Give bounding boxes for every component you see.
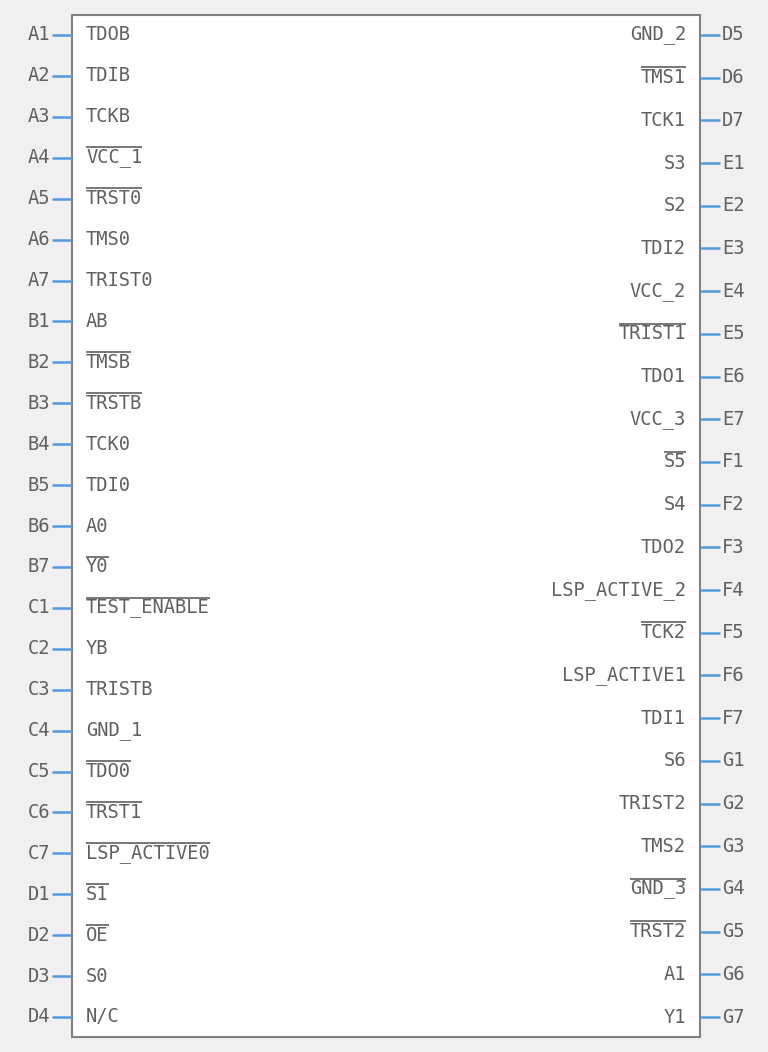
Text: S5: S5 [664, 452, 686, 471]
Text: LSP_ACTIVE1: LSP_ACTIVE1 [562, 666, 686, 685]
Text: E3: E3 [722, 239, 744, 258]
Text: S4: S4 [664, 495, 686, 514]
Text: A6: A6 [28, 230, 50, 249]
Text: D6: D6 [722, 68, 744, 87]
Bar [72, 15, 700, 1037]
Text: E7: E7 [722, 410, 744, 429]
Text: E2: E2 [722, 197, 744, 216]
Text: D5: D5 [722, 25, 744, 44]
Text: A7: A7 [28, 271, 50, 290]
Text: GND_3: GND_3 [630, 879, 686, 898]
Text: TDOB: TDOB [86, 25, 131, 44]
Text: S0: S0 [86, 967, 108, 986]
Text: E6: E6 [722, 367, 744, 386]
Text: G5: G5 [722, 923, 744, 942]
Text: F5: F5 [722, 623, 744, 642]
Text: VCC_2: VCC_2 [630, 282, 686, 301]
Text: A2: A2 [28, 66, 50, 85]
Text: A3: A3 [28, 107, 50, 126]
Text: TCK1: TCK1 [641, 110, 686, 129]
Text: F2: F2 [722, 495, 744, 514]
Text: A1: A1 [28, 25, 50, 44]
Text: VCC_1: VCC_1 [86, 148, 142, 167]
Text: TRST1: TRST1 [86, 803, 142, 822]
Text: F7: F7 [722, 709, 744, 728]
Text: E1: E1 [722, 154, 744, 173]
Text: TDO2: TDO2 [641, 538, 686, 557]
Text: LSP_ACTIVE_2: LSP_ACTIVE_2 [551, 581, 686, 600]
Text: TDI0: TDI0 [86, 476, 131, 494]
Text: Y1: Y1 [664, 1008, 686, 1027]
Text: TRIST0: TRIST0 [86, 271, 154, 290]
Text: S3: S3 [664, 154, 686, 173]
Text: TCK0: TCK0 [86, 434, 131, 453]
Text: TMS0: TMS0 [86, 230, 131, 249]
Text: TRSTB: TRSTB [86, 393, 142, 412]
Text: C1: C1 [28, 599, 50, 618]
Text: D3: D3 [28, 967, 50, 986]
Text: C3: C3 [28, 681, 50, 700]
Text: F3: F3 [722, 538, 744, 557]
Text: D4: D4 [28, 1008, 50, 1027]
Text: S2: S2 [664, 197, 686, 216]
Text: C7: C7 [28, 844, 50, 863]
Text: G2: G2 [722, 794, 744, 813]
Text: TCKB: TCKB [86, 107, 131, 126]
Text: B7: B7 [28, 558, 50, 576]
Text: TDO1: TDO1 [641, 367, 686, 386]
Text: B4: B4 [28, 434, 50, 453]
Text: TRIST2: TRIST2 [618, 794, 686, 813]
Text: GND_1: GND_1 [86, 721, 142, 741]
Text: TRST0: TRST0 [86, 189, 142, 208]
Text: TCK2: TCK2 [641, 623, 686, 642]
Text: G4: G4 [722, 879, 744, 898]
Text: B1: B1 [28, 311, 50, 331]
Text: TRST2: TRST2 [630, 923, 686, 942]
Text: A0: A0 [86, 517, 108, 535]
Text: TDI1: TDI1 [641, 709, 686, 728]
Text: TEST_ENABLE: TEST_ENABLE [86, 599, 210, 618]
Text: GND_2: GND_2 [630, 25, 686, 44]
Text: A4: A4 [28, 148, 50, 167]
Text: TRIST1: TRIST1 [618, 324, 686, 343]
Text: C5: C5 [28, 762, 50, 781]
Text: B5: B5 [28, 476, 50, 494]
Text: B2: B2 [28, 352, 50, 371]
Text: YB: YB [86, 640, 108, 659]
Text: A5: A5 [28, 189, 50, 208]
Text: D7: D7 [722, 110, 744, 129]
Text: S1: S1 [86, 885, 108, 904]
Text: Y0: Y0 [86, 558, 108, 576]
Text: B3: B3 [28, 393, 50, 412]
Text: TDIB: TDIB [86, 66, 131, 85]
Text: F1: F1 [722, 452, 744, 471]
Text: TMSB: TMSB [86, 352, 131, 371]
Text: VCC_3: VCC_3 [630, 410, 686, 429]
Text: AB: AB [86, 311, 108, 331]
Text: TDI2: TDI2 [641, 239, 686, 258]
Text: E5: E5 [722, 324, 744, 343]
Text: G1: G1 [722, 751, 744, 770]
Text: G3: G3 [722, 836, 744, 855]
Text: A1: A1 [664, 965, 686, 984]
Text: TMS1: TMS1 [641, 68, 686, 87]
Text: D1: D1 [28, 885, 50, 904]
Text: E4: E4 [722, 282, 744, 301]
Text: F6: F6 [722, 666, 744, 685]
Text: S6: S6 [664, 751, 686, 770]
Text: D2: D2 [28, 926, 50, 945]
Text: G7: G7 [722, 1008, 744, 1027]
Text: B6: B6 [28, 517, 50, 535]
Text: C4: C4 [28, 721, 50, 741]
Text: C6: C6 [28, 803, 50, 822]
Text: G6: G6 [722, 965, 744, 984]
Text: OE: OE [86, 926, 108, 945]
Text: TMS2: TMS2 [641, 836, 686, 855]
Text: TDO0: TDO0 [86, 762, 131, 781]
Text: TRISTB: TRISTB [86, 681, 154, 700]
Text: F4: F4 [722, 581, 744, 600]
Text: LSP_ACTIVE0: LSP_ACTIVE0 [86, 844, 210, 863]
Text: N/C: N/C [86, 1008, 120, 1027]
Text: C2: C2 [28, 640, 50, 659]
